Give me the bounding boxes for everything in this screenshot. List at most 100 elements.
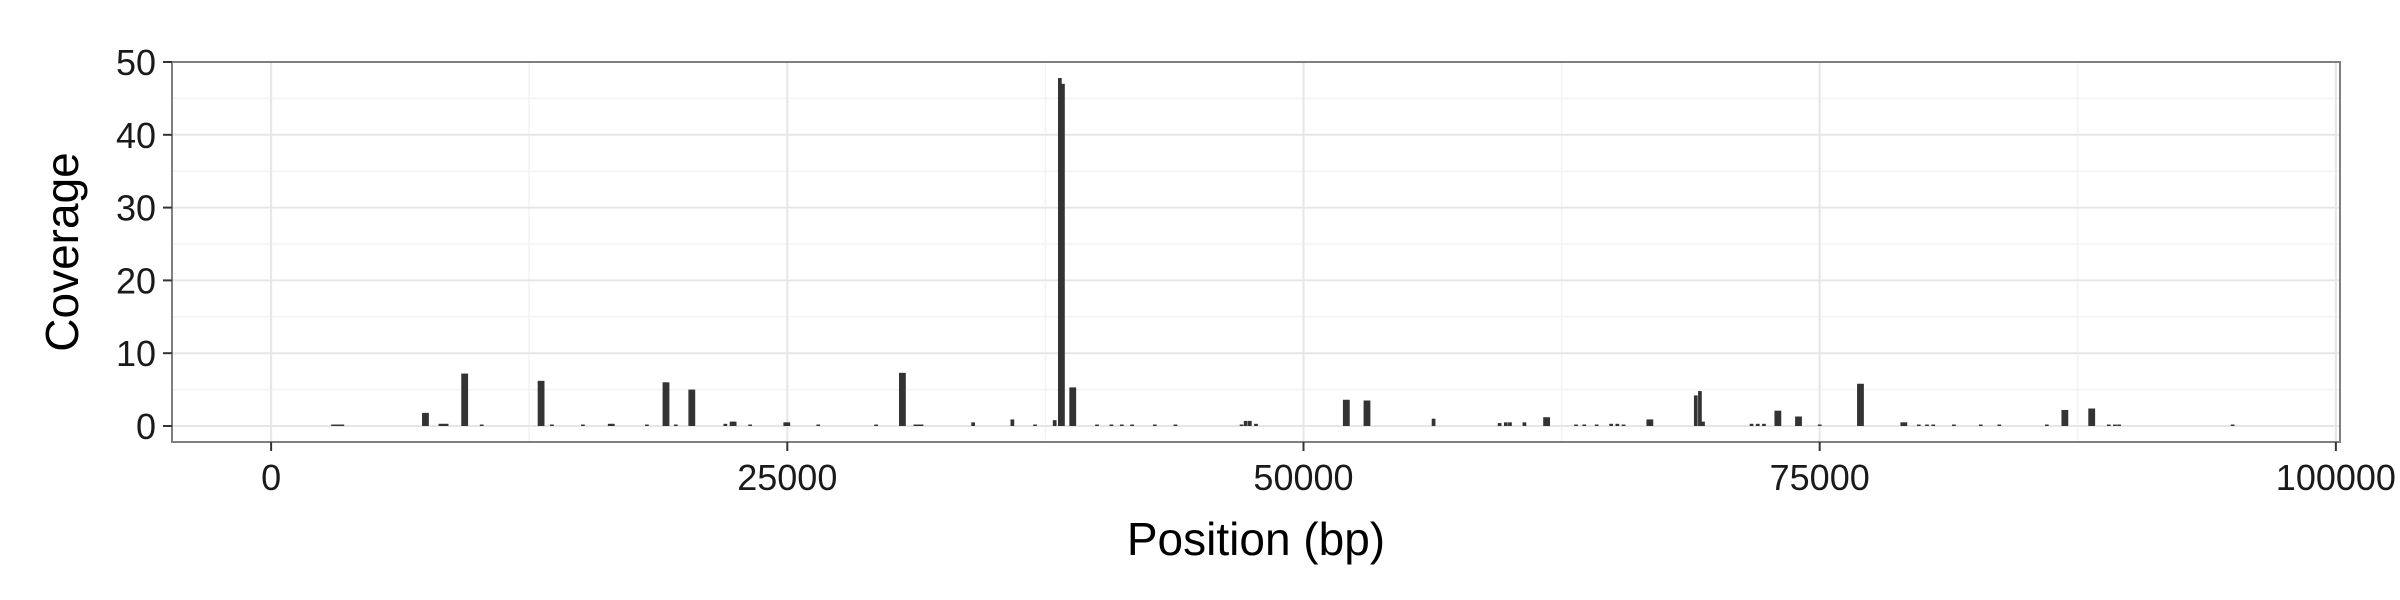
coverage-bar	[1609, 423, 1613, 426]
coverage-bar	[1646, 419, 1651, 426]
coverage-bar	[2064, 409, 2069, 426]
coverage-bar	[1109, 424, 1114, 426]
coverage-bar	[441, 423, 446, 426]
coverage-bar	[732, 421, 737, 426]
coverage-bar	[607, 423, 612, 426]
coverage-bar	[1574, 424, 1578, 426]
coverage-bar	[1755, 423, 1760, 426]
y-tick-label: 40	[116, 115, 156, 156]
coverage-bar	[2044, 424, 2049, 426]
grid-lines	[172, 61, 2340, 442]
coverage-bar	[1503, 422, 1508, 426]
coverage-bar	[1621, 424, 1626, 426]
y-tick-label: 30	[116, 188, 156, 229]
x-tick-label: 50000	[1253, 457, 1353, 498]
coverage-bar	[1057, 78, 1062, 426]
panel-border	[171, 61, 2341, 443]
coverage-bar	[1173, 424, 1178, 426]
coverage-bar	[1010, 419, 1015, 426]
coverage-bar	[581, 424, 585, 426]
coverage-bar	[1152, 424, 1157, 426]
coverage-bar	[1931, 424, 1936, 426]
coverage-bar	[334, 424, 339, 426]
coverage-bar	[1693, 395, 1698, 426]
coverage-bar	[1698, 391, 1702, 426]
coverage-bar	[540, 380, 545, 426]
coverage-bar	[1247, 420, 1252, 426]
bars	[331, 78, 2235, 426]
coverage-bar	[1342, 399, 1347, 426]
coverage-bar	[1762, 423, 1766, 426]
coverage-bar	[1615, 423, 1620, 426]
y-axis-title: Coverage	[36, 152, 88, 351]
coverage-bar	[1431, 418, 1436, 426]
coverage-bar	[902, 372, 906, 426]
coverage-bar	[464, 373, 469, 426]
coverage-bar	[340, 424, 345, 426]
coverage-bar	[1903, 422, 1908, 426]
coverage-bar	[1857, 383, 1861, 426]
coverage-bar	[1798, 416, 1802, 426]
coverage-bar	[1594, 424, 1599, 426]
coverage-bar	[723, 423, 728, 426]
coverage-bar	[1774, 410, 1779, 426]
coverage-bar	[919, 424, 924, 426]
coverage-bar	[610, 423, 615, 426]
coverage-bar	[537, 380, 542, 426]
coverage-bar	[899, 372, 903, 426]
coverage-bar	[1243, 420, 1248, 426]
coverage-bar	[1925, 424, 1929, 426]
y-tick-label: 50	[116, 42, 156, 83]
coverage-bar	[1363, 400, 1368, 426]
coverage-bar	[1095, 424, 1099, 426]
coverage-bar	[1795, 416, 1799, 426]
coverage-bar	[2061, 409, 2066, 426]
coverage-bar	[1900, 422, 1905, 426]
coverage-bar	[2091, 408, 2096, 426]
x-tick-label: 0	[261, 457, 281, 498]
coverage-bar	[662, 382, 667, 426]
coverage-bar	[1522, 422, 1527, 426]
coverage-bar	[1916, 424, 1921, 426]
coverage-bar	[971, 422, 975, 426]
coverage-bar	[1346, 399, 1350, 426]
x-axis-title: Position (bp)	[1127, 513, 1385, 565]
coverage-bar	[1543, 417, 1547, 426]
coverage-bar	[688, 389, 693, 426]
x-tick-label: 75000	[1770, 457, 1870, 498]
coverage-bar	[729, 421, 734, 426]
coverage-bar	[1239, 424, 1244, 426]
coverage-bar	[783, 422, 788, 426]
coverage-bar	[816, 424, 821, 426]
coverage-bar	[1130, 424, 1134, 426]
coverage-bar	[479, 424, 484, 426]
coverage-bar	[461, 373, 465, 426]
coverage-bar	[1701, 421, 1705, 426]
coverage-bar	[1997, 424, 2002, 426]
coverage-bar	[1254, 423, 1258, 426]
coverage-bar	[874, 424, 878, 426]
panel-background	[172, 62, 2340, 442]
coverage-bar	[1649, 419, 1654, 426]
coverage-bar	[1069, 387, 1074, 426]
x-tick-label: 100000	[2276, 457, 2396, 498]
coverage-bar	[1546, 417, 1551, 426]
coverage-bar	[1777, 410, 1782, 426]
coverage-bar	[422, 412, 426, 426]
x-tick-label: 25000	[737, 457, 837, 498]
coverage-bar	[444, 423, 449, 426]
coverage-bar	[1749, 423, 1754, 426]
coverage-bar	[913, 424, 918, 426]
y-tick-label: 20	[116, 260, 156, 301]
coverage-bar	[2230, 424, 2235, 426]
y-tick-label: 10	[116, 333, 156, 374]
coverage-bar	[1497, 423, 1502, 426]
coverage-bar	[438, 423, 443, 426]
coverage-bar	[2088, 408, 2093, 426]
coverage-bar	[1366, 400, 1371, 426]
coverage-bar	[1508, 422, 1512, 426]
coverage-bar	[748, 424, 752, 426]
coverage-bar	[645, 424, 649, 426]
coverage-bar	[786, 422, 791, 426]
